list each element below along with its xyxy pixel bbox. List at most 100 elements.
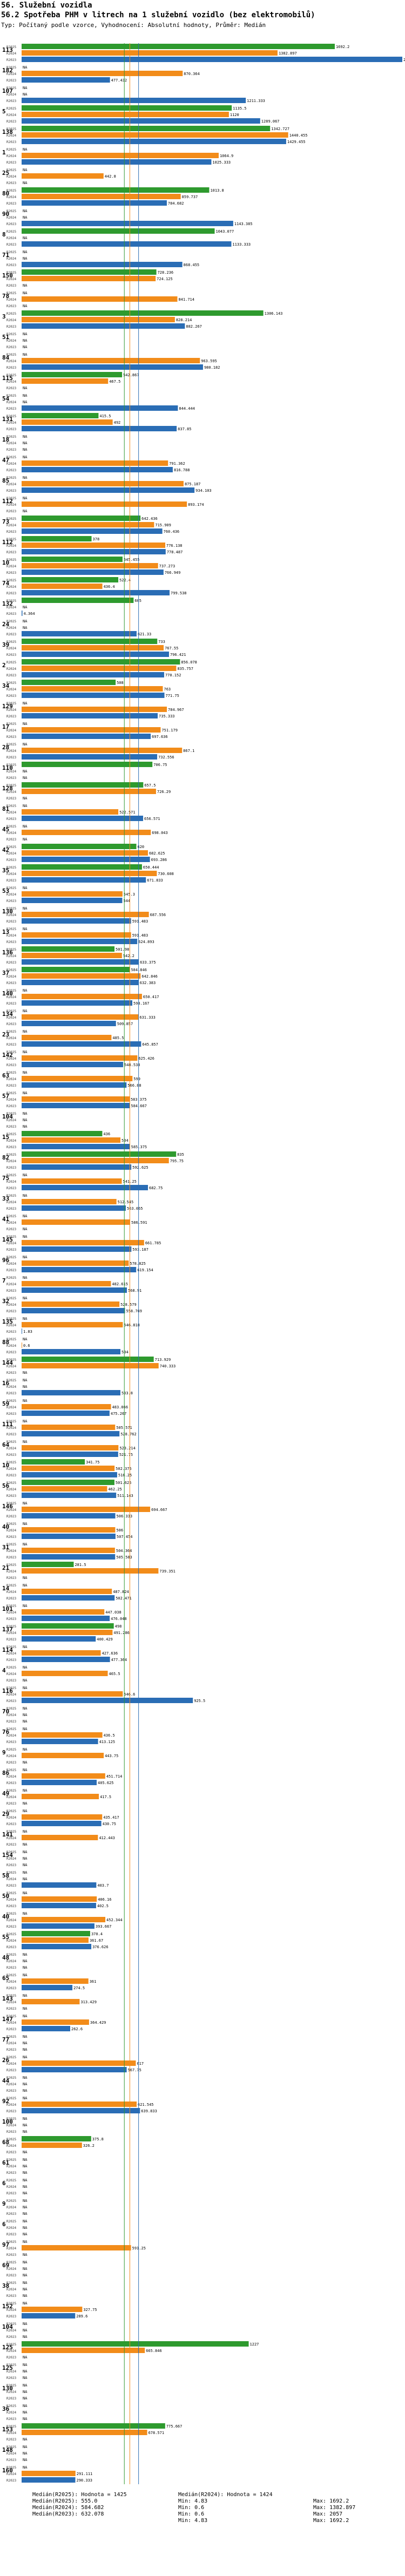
data-label: 546.818 — [124, 1323, 140, 1327]
bar-R2024 — [22, 1055, 138, 1061]
data-label: 568.91 — [128, 1289, 141, 1293]
series-label: R2023 — [6, 2458, 16, 2462]
data-label: 642.846 — [141, 974, 158, 979]
group-label: 39 — [2, 641, 9, 648]
bar-R2025 — [22, 1562, 74, 1567]
series-label: R2025 — [6, 1399, 16, 1403]
na-label: NA — [23, 332, 28, 336]
bar-R2023 — [22, 2067, 127, 2072]
group-label: 33 — [2, 1195, 9, 1202]
data-label: 963.595 — [201, 359, 217, 363]
series-label: R2025 — [6, 2466, 16, 2470]
series-label: R2025 — [6, 374, 16, 377]
series-label: R2025 — [6, 1912, 16, 1916]
na-label: NA — [23, 2014, 28, 2018]
group-label: 53 — [2, 887, 9, 894]
group-label: 78 — [2, 293, 9, 300]
bar-R2024 — [22, 522, 154, 527]
series-label: R2025 — [6, 1604, 16, 1608]
na-label: NA — [23, 1576, 28, 1580]
bar-R2025 — [22, 269, 157, 275]
bar-R2023 — [22, 1513, 116, 1519]
bar-R2025 — [22, 187, 210, 193]
series-label: R2025 — [6, 1543, 16, 1547]
series-label: R2025 — [6, 1379, 16, 1382]
series-label: R2025 — [6, 476, 16, 480]
na-label: NA — [23, 1768, 28, 1772]
series-label: R2023 — [6, 1740, 16, 1744]
series-label: R2024 — [6, 1877, 16, 1881]
na-label: NA — [23, 2383, 28, 2388]
series-label: R2024 — [6, 2165, 16, 2168]
series-label: R2024 — [6, 2329, 16, 2333]
na-label: NA — [23, 304, 28, 308]
series-label: R2025 — [6, 1974, 16, 1977]
bar-R2023 — [22, 1698, 193, 1703]
series-label: R2023 — [6, 2253, 16, 2257]
bar-R2024 — [22, 2430, 147, 2435]
series-label: R2024 — [6, 831, 16, 835]
series-label: R2024 — [6, 1611, 16, 1615]
bar-R2024 — [22, 1773, 105, 1779]
series-label: R2023 — [6, 1556, 16, 1560]
bar-R2023 — [22, 241, 232, 247]
bar-R2025 — [22, 598, 134, 603]
group-label: 104 — [2, 2323, 13, 2330]
series-label: R2023 — [6, 1699, 16, 1703]
data-label: 598.167 — [133, 1001, 150, 1006]
group-label: 76 — [2, 1728, 10, 1736]
bar-R2024 — [22, 1937, 89, 1943]
na-label: NA — [23, 181, 28, 185]
data-label: 405.625 — [98, 1781, 114, 1785]
series-label: R2023 — [6, 1022, 16, 1026]
na-label: NA — [23, 1009, 28, 1013]
series-label: R2025 — [6, 1625, 16, 1629]
series-label: R2024 — [6, 1344, 16, 1348]
series-label: R2023 — [6, 181, 16, 185]
data-label: 730.608 — [158, 872, 174, 876]
series-label: R2023 — [6, 2294, 16, 2298]
na-label: NA — [23, 2171, 28, 2175]
series-label: R2024 — [6, 2042, 16, 2045]
bar-R2024 — [22, 1589, 112, 1594]
na-label: NA — [23, 2226, 28, 2230]
series-label: R2024 — [6, 52, 16, 56]
series-label: R2023 — [6, 1884, 16, 1888]
na-label: NA — [23, 2328, 28, 2333]
data-label: 697.636 — [152, 735, 168, 739]
series-label: R2025 — [6, 743, 16, 747]
bar-R2023 — [22, 139, 286, 144]
bar-R2023 — [22, 734, 151, 739]
na-label: NA — [23, 1419, 28, 1423]
data-label: 506 — [116, 1528, 123, 1533]
na-label: NA — [23, 86, 28, 90]
group-label: 6 — [2, 2221, 6, 2228]
bar-R2025 — [22, 2136, 91, 2141]
series-label: R2023 — [6, 838, 16, 842]
data-label: 435.417 — [103, 1815, 119, 1820]
series-label: R2024 — [6, 2001, 16, 2004]
data-label: 0.6 — [23, 1344, 30, 1348]
data-label: 326.2 — [83, 2144, 94, 2148]
bar-R2024 — [22, 973, 141, 979]
data-label: 403.7 — [97, 1883, 109, 1888]
bar-R2025 — [22, 372, 123, 377]
bar-R2024 — [22, 1014, 139, 1020]
legend-entry: Min: 0.6 — [178, 2505, 205, 2511]
data-label: 816.788 — [174, 468, 190, 472]
group-label: 107 — [2, 87, 13, 94]
group-label: 61 — [2, 2159, 10, 2166]
series-label: R2023 — [6, 1043, 16, 1047]
na-label: NA — [23, 1891, 28, 1895]
series-label: R2025 — [6, 661, 16, 665]
bar-R2023 — [22, 672, 164, 677]
na-label: NA — [23, 2178, 28, 2182]
series-label: R2025 — [6, 1994, 16, 1998]
bar-R2023 — [22, 1082, 127, 1088]
data-label: 694.667 — [151, 1508, 167, 1512]
series-label: R2024 — [6, 421, 16, 425]
na-label: NA — [23, 1727, 28, 1731]
bar-R2024 — [22, 1425, 116, 1430]
group-label: 131 — [2, 416, 13, 423]
bar-R2023 — [22, 918, 131, 924]
